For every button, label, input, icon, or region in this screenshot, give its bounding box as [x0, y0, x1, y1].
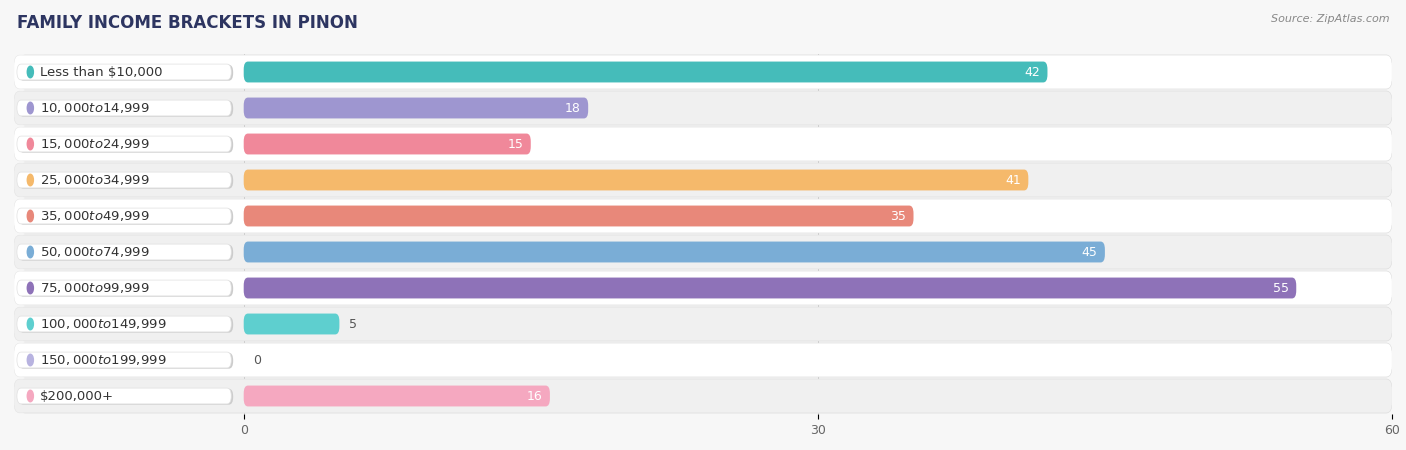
Text: 0: 0 [253, 354, 262, 366]
Text: $150,000 to $199,999: $150,000 to $199,999 [39, 353, 166, 367]
FancyBboxPatch shape [17, 100, 231, 116]
FancyBboxPatch shape [243, 98, 588, 118]
Text: 18: 18 [565, 102, 581, 114]
Circle shape [27, 282, 34, 294]
Text: $15,000 to $24,999: $15,000 to $24,999 [39, 137, 149, 151]
Text: 16: 16 [526, 390, 543, 402]
FancyBboxPatch shape [17, 64, 231, 80]
FancyBboxPatch shape [243, 62, 1047, 82]
FancyBboxPatch shape [243, 134, 531, 154]
Text: 15: 15 [508, 138, 523, 150]
FancyBboxPatch shape [20, 235, 1392, 269]
FancyBboxPatch shape [17, 136, 231, 152]
FancyBboxPatch shape [243, 242, 1105, 262]
Text: $25,000 to $34,999: $25,000 to $34,999 [39, 173, 149, 187]
Text: Source: ZipAtlas.com: Source: ZipAtlas.com [1271, 14, 1389, 23]
FancyBboxPatch shape [14, 379, 1392, 413]
FancyBboxPatch shape [20, 91, 1392, 125]
FancyBboxPatch shape [18, 389, 233, 405]
FancyBboxPatch shape [17, 172, 231, 188]
Circle shape [27, 210, 34, 222]
FancyBboxPatch shape [20, 343, 1392, 377]
Text: FAMILY INCOME BRACKETS IN PINON: FAMILY INCOME BRACKETS IN PINON [17, 14, 357, 32]
FancyBboxPatch shape [20, 163, 1392, 197]
FancyBboxPatch shape [18, 65, 233, 81]
FancyBboxPatch shape [20, 55, 1392, 89]
FancyBboxPatch shape [243, 170, 1028, 190]
Text: 41: 41 [1005, 174, 1021, 186]
FancyBboxPatch shape [17, 208, 231, 224]
FancyBboxPatch shape [243, 314, 339, 334]
Circle shape [27, 102, 34, 114]
FancyBboxPatch shape [14, 127, 1392, 161]
Text: $100,000 to $149,999: $100,000 to $149,999 [39, 317, 166, 331]
Text: $75,000 to $99,999: $75,000 to $99,999 [39, 281, 149, 295]
FancyBboxPatch shape [18, 101, 233, 117]
Circle shape [27, 174, 34, 186]
FancyBboxPatch shape [14, 91, 1392, 125]
Text: $200,000+: $200,000+ [39, 390, 114, 402]
FancyBboxPatch shape [243, 206, 914, 226]
Text: 55: 55 [1272, 282, 1289, 294]
FancyBboxPatch shape [243, 278, 1296, 298]
FancyBboxPatch shape [14, 235, 1392, 269]
FancyBboxPatch shape [14, 55, 1392, 89]
FancyBboxPatch shape [17, 244, 231, 260]
FancyBboxPatch shape [18, 317, 233, 333]
Text: 42: 42 [1024, 66, 1040, 78]
Text: $35,000 to $49,999: $35,000 to $49,999 [39, 209, 149, 223]
FancyBboxPatch shape [18, 173, 233, 189]
FancyBboxPatch shape [243, 386, 550, 406]
Circle shape [27, 354, 34, 366]
Text: 35: 35 [890, 210, 905, 222]
Text: 5: 5 [349, 318, 357, 330]
Circle shape [27, 318, 34, 330]
FancyBboxPatch shape [20, 127, 1392, 161]
Text: 45: 45 [1081, 246, 1097, 258]
FancyBboxPatch shape [20, 199, 1392, 233]
Text: $10,000 to $14,999: $10,000 to $14,999 [39, 101, 149, 115]
FancyBboxPatch shape [20, 379, 1392, 413]
Circle shape [27, 138, 34, 150]
FancyBboxPatch shape [20, 307, 1392, 341]
FancyBboxPatch shape [17, 280, 231, 296]
FancyBboxPatch shape [18, 209, 233, 225]
Circle shape [27, 246, 34, 258]
FancyBboxPatch shape [14, 199, 1392, 233]
Circle shape [27, 66, 34, 78]
FancyBboxPatch shape [17, 352, 231, 368]
FancyBboxPatch shape [18, 137, 233, 153]
FancyBboxPatch shape [17, 316, 231, 332]
Text: Less than $10,000: Less than $10,000 [39, 66, 163, 78]
Circle shape [27, 390, 34, 402]
FancyBboxPatch shape [14, 307, 1392, 341]
FancyBboxPatch shape [14, 163, 1392, 197]
FancyBboxPatch shape [18, 353, 233, 369]
FancyBboxPatch shape [14, 271, 1392, 305]
FancyBboxPatch shape [14, 343, 1392, 377]
FancyBboxPatch shape [18, 245, 233, 261]
FancyBboxPatch shape [20, 271, 1392, 305]
FancyBboxPatch shape [18, 281, 233, 297]
FancyBboxPatch shape [17, 388, 231, 404]
Text: $50,000 to $74,999: $50,000 to $74,999 [39, 245, 149, 259]
